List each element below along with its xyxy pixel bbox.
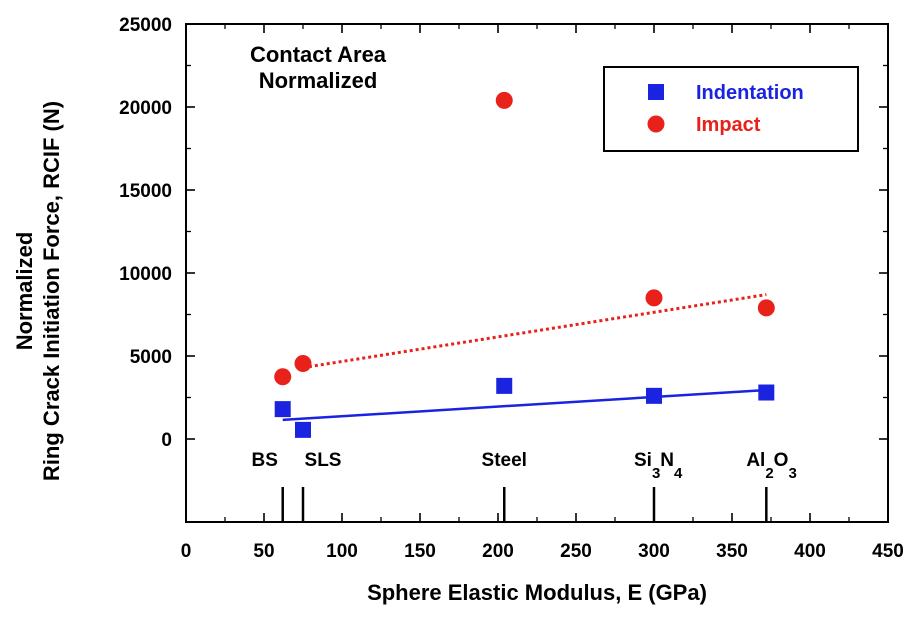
- indentation-point: [646, 387, 662, 404]
- y-tick-label: 20000: [119, 98, 172, 119]
- y-tick-label: 15000: [119, 181, 172, 202]
- legend-marker-indentation: [648, 84, 664, 100]
- label-layer: Sphere Elastic Modulus, E (GPa) Normalize…: [12, 42, 707, 605]
- material-label-part: 3: [788, 465, 796, 482]
- material-label-part: 2: [765, 465, 773, 482]
- marker-layer: [274, 91, 775, 438]
- material-label-sls: SLS: [305, 450, 342, 471]
- material-label-al2o3: Al2O3: [746, 450, 796, 482]
- x-tick-label: 50: [253, 541, 274, 562]
- material-label-part: 4: [674, 465, 683, 482]
- legend-label-indentation: Indentation: [696, 82, 804, 104]
- legend-box: [603, 66, 859, 152]
- material-label-part: Al: [746, 450, 765, 471]
- impact-point: [274, 368, 292, 386]
- indentation-point: [758, 384, 775, 401]
- impact-fit-line: [302, 293, 767, 370]
- legend-label-impact: Impact: [696, 114, 761, 136]
- chart-title-line: Normalized: [259, 68, 378, 93]
- indentation-point: [496, 377, 513, 394]
- indentation-fit-line: [282, 388, 767, 422]
- impact-point: [757, 299, 775, 317]
- material-label-si3n4: Si3N4: [634, 450, 683, 482]
- x-tick-label: 400: [794, 541, 826, 562]
- y-tick-label: 0: [161, 430, 172, 451]
- x-tick-label: 350: [716, 541, 748, 562]
- material-label-steel: Steel: [482, 450, 527, 471]
- material-label-part: O: [774, 450, 789, 471]
- x-tick-label: 150: [404, 541, 436, 562]
- material-label-part: N: [660, 450, 674, 471]
- legend-layer: Indentation Impact: [603, 66, 859, 152]
- axes-layer: 0 50 100 150 200 250 300 350 400 450 0 5000 10000 150…: [119, 15, 904, 562]
- indentation-point: [295, 421, 311, 438]
- x-tick-label: 100: [326, 541, 358, 562]
- x-axis-title: Sphere Elastic Modulus, E (GPa): [367, 580, 707, 605]
- chart-title-line: Contact Area: [250, 42, 387, 67]
- material-label-part: 3: [652, 465, 660, 482]
- y-tick-label: 10000: [119, 264, 172, 285]
- fit-layer: [282, 293, 767, 422]
- x-tick-label: 200: [482, 541, 514, 562]
- impact-point: [294, 354, 312, 372]
- x-tick-label: 300: [638, 541, 670, 562]
- material-label-bs: BS: [252, 450, 278, 471]
- impact-point: [495, 91, 513, 109]
- legend-marker-impact: [647, 115, 665, 133]
- y-axis-title-line: Ring Crack Initiation Force, RCIF (N): [39, 101, 64, 481]
- x-tick-label: 450: [872, 541, 904, 562]
- material-label-part: Si: [634, 450, 652, 471]
- y-axis-title-line: Normalized: [12, 232, 37, 351]
- x-tick-label: 250: [560, 541, 592, 562]
- indentation-point: [274, 401, 291, 418]
- y-tick-label: 5000: [130, 347, 172, 368]
- x-tick-label: 0: [181, 541, 192, 562]
- y-tick-label: 25000: [119, 15, 172, 36]
- impact-point: [645, 289, 663, 307]
